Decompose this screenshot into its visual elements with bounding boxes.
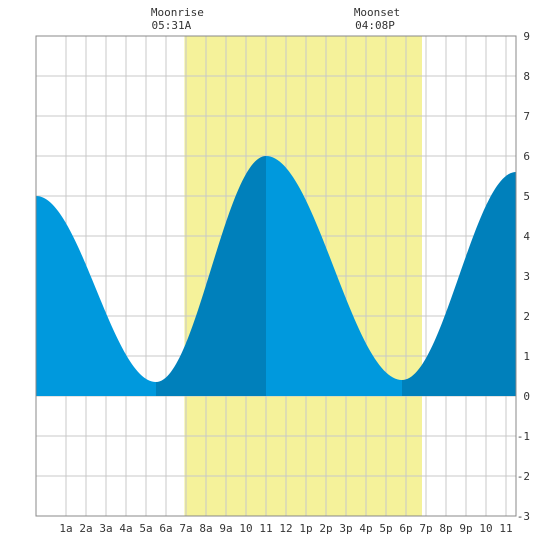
x-tick-label: 8p xyxy=(439,522,452,535)
x-tick-label: 12 xyxy=(279,522,292,535)
y-tick-label: 9 xyxy=(523,30,530,43)
x-tick-label: 10 xyxy=(239,522,252,535)
y-tick-label: 7 xyxy=(523,110,530,123)
x-tick-label: 9a xyxy=(219,522,232,535)
falling-tide-segment xyxy=(36,196,156,396)
x-tick-label: 7p xyxy=(419,522,432,535)
y-tick-label: 2 xyxy=(523,310,530,323)
x-tick-label: 9p xyxy=(459,522,472,535)
x-tick-label: 2a xyxy=(79,522,92,535)
x-tick-label: 2p xyxy=(319,522,332,535)
y-tick-label: -3 xyxy=(517,510,530,523)
x-tick-label: 7a xyxy=(179,522,192,535)
moon-labels: Moonrise 05:31A Moonset 04:08P xyxy=(151,6,400,32)
x-tick-label: 5p xyxy=(379,522,392,535)
x-tick-label: 6p xyxy=(399,522,412,535)
y-tick-label: 5 xyxy=(523,190,530,203)
moonrise-label: Moonrise xyxy=(151,6,204,19)
x-tick-label: 5a xyxy=(139,522,152,535)
x-tick-label: 4p xyxy=(359,522,372,535)
plot-border xyxy=(35,35,517,517)
y-tick-label: 4 xyxy=(523,230,530,243)
rising-tide-segment xyxy=(156,156,266,396)
moonset-label: Moonset xyxy=(354,6,400,19)
x-tick-label: 10 xyxy=(479,522,492,535)
x-tick-label: 4a xyxy=(119,522,132,535)
x-tick-label: 11 xyxy=(259,522,272,535)
y-tick-label: -2 xyxy=(517,470,530,483)
x-tick-label: 8a xyxy=(199,522,212,535)
x-tick-label: 11 xyxy=(499,522,512,535)
moonrise-time: 05:31A xyxy=(152,19,192,32)
x-tick-label: 3a xyxy=(99,522,112,535)
x-tick-label: 1p xyxy=(299,522,312,535)
x-tick-label: 1a xyxy=(59,522,72,535)
y-tick-label: 8 xyxy=(523,70,530,83)
y-tick-label: 6 xyxy=(523,150,530,163)
tide-area xyxy=(36,156,516,396)
falling-tide-segment xyxy=(266,156,402,396)
x-tick-label: 3p xyxy=(339,522,352,535)
rising-tide-segment xyxy=(402,172,516,396)
y-tick-label: -1 xyxy=(517,430,530,443)
y-tick-label: 3 xyxy=(523,270,530,283)
moonset-time: 04:08P xyxy=(355,19,395,32)
x-tick-label: 6a xyxy=(159,522,172,535)
y-tick-label: 1 xyxy=(523,350,530,363)
y-tick-label: 0 xyxy=(523,390,530,403)
